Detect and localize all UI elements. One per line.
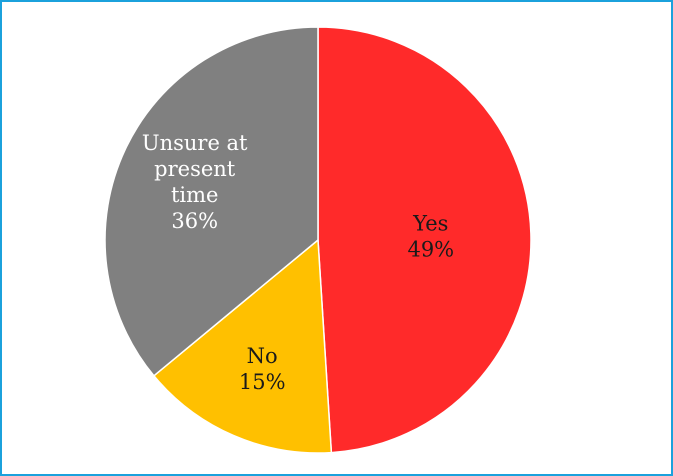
pie-slice-no: [153, 239, 333, 454]
pie-label-unsure-at: Unsure at present time 36%: [142, 131, 248, 233]
pie-label-line: Unsure at: [142, 131, 248, 155]
pie-label-line: time: [171, 183, 219, 207]
pie-label-no: No 15%: [239, 344, 286, 394]
pie-slice-yes: [317, 26, 532, 454]
pie-label-line: No: [247, 344, 278, 368]
pie-slices: [104, 26, 532, 454]
pie-label-line: 15%: [239, 370, 286, 394]
pie-labels: Yes 49% No 15% Unsure at present time 36%: [142, 131, 454, 394]
pie-label-line: Yes: [412, 212, 448, 236]
pie-label-line: present: [154, 157, 236, 181]
pie-label-line: 36%: [171, 209, 218, 233]
pie-slice-unsure-at: [104, 26, 319, 377]
pie-label-line: 49%: [407, 238, 454, 262]
pie-label-yes: Yes 49%: [407, 212, 454, 262]
